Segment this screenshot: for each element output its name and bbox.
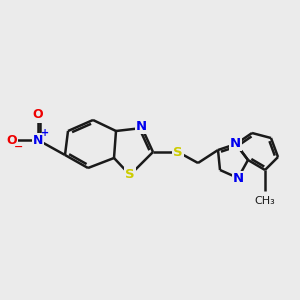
Text: −: − xyxy=(14,142,23,152)
Text: N: N xyxy=(233,172,244,185)
Text: S: S xyxy=(173,146,183,158)
Text: O: O xyxy=(33,109,43,122)
Text: O: O xyxy=(7,134,17,146)
Text: +: + xyxy=(40,128,49,138)
Text: N: N xyxy=(33,134,43,146)
Text: N: N xyxy=(230,137,241,150)
Text: S: S xyxy=(125,169,135,182)
Text: N: N xyxy=(136,120,147,133)
Text: CH₃: CH₃ xyxy=(255,196,275,206)
